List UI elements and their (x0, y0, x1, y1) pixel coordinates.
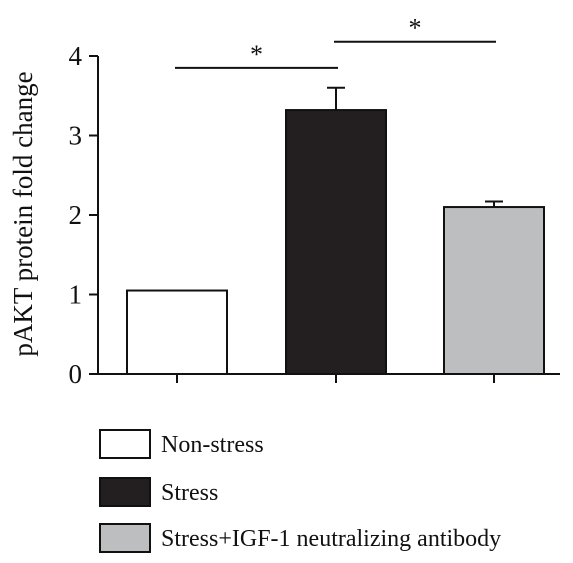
legend-label: Stress+IGF-1 neutralizing antibody (161, 526, 501, 552)
bar (126, 289, 228, 375)
legend-label: Stress (161, 480, 218, 506)
bar (443, 206, 545, 375)
y-tick-label: 1 (69, 280, 83, 310)
y-tick-label: 0 (69, 359, 83, 389)
y-axis-label: pAKT protein fold change (8, 71, 38, 356)
y-tick-label: 2 (69, 200, 83, 230)
bar (285, 109, 387, 375)
significance-label: * (409, 14, 422, 43)
legend-swatch (99, 477, 151, 507)
legend-swatch (99, 429, 151, 459)
y-tick-label: 4 (69, 41, 83, 71)
y-tick-label: 3 (69, 121, 83, 151)
significance-label: * (250, 40, 263, 69)
legend-swatch (99, 523, 151, 553)
legend-label: Non-stress (161, 432, 264, 458)
